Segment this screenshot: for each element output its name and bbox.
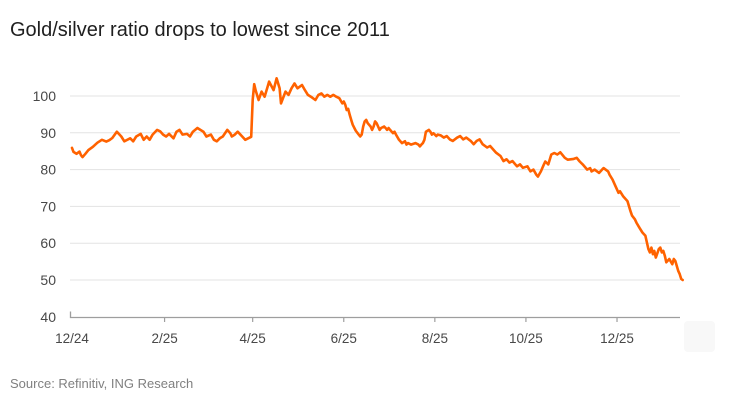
x-tick-label-2/25: 2/25 bbox=[151, 331, 177, 346]
y-tick-label-60: 60 bbox=[40, 235, 56, 251]
y-tick-label-80: 80 bbox=[40, 162, 56, 178]
source-note: Source: Refinitiv, ING Research bbox=[10, 376, 194, 391]
x-tick-label-4/25: 4/25 bbox=[240, 331, 266, 346]
y-tick-label-50: 50 bbox=[40, 272, 56, 288]
y-tick-label-90: 90 bbox=[40, 125, 56, 141]
x-tick-label-10/25: 10/25 bbox=[509, 331, 543, 346]
y-tick-label-70: 70 bbox=[40, 198, 56, 214]
x-tick-label-12/24: 12/24 bbox=[55, 331, 89, 346]
y-tick-label-100: 100 bbox=[33, 88, 57, 104]
x-tick-label-12/25: 12/25 bbox=[600, 331, 634, 346]
ratio-series-line bbox=[70, 77, 684, 282]
x-tick-label-6/25: 6/25 bbox=[331, 331, 357, 346]
x-axis-line bbox=[69, 311, 680, 319]
watermark-box bbox=[684, 321, 715, 352]
chart-title: Gold/silver ratio drops to lowest since … bbox=[10, 19, 390, 41]
x-tick-label-8/25: 8/25 bbox=[422, 331, 448, 346]
y-tick-label-40: 40 bbox=[40, 309, 56, 325]
